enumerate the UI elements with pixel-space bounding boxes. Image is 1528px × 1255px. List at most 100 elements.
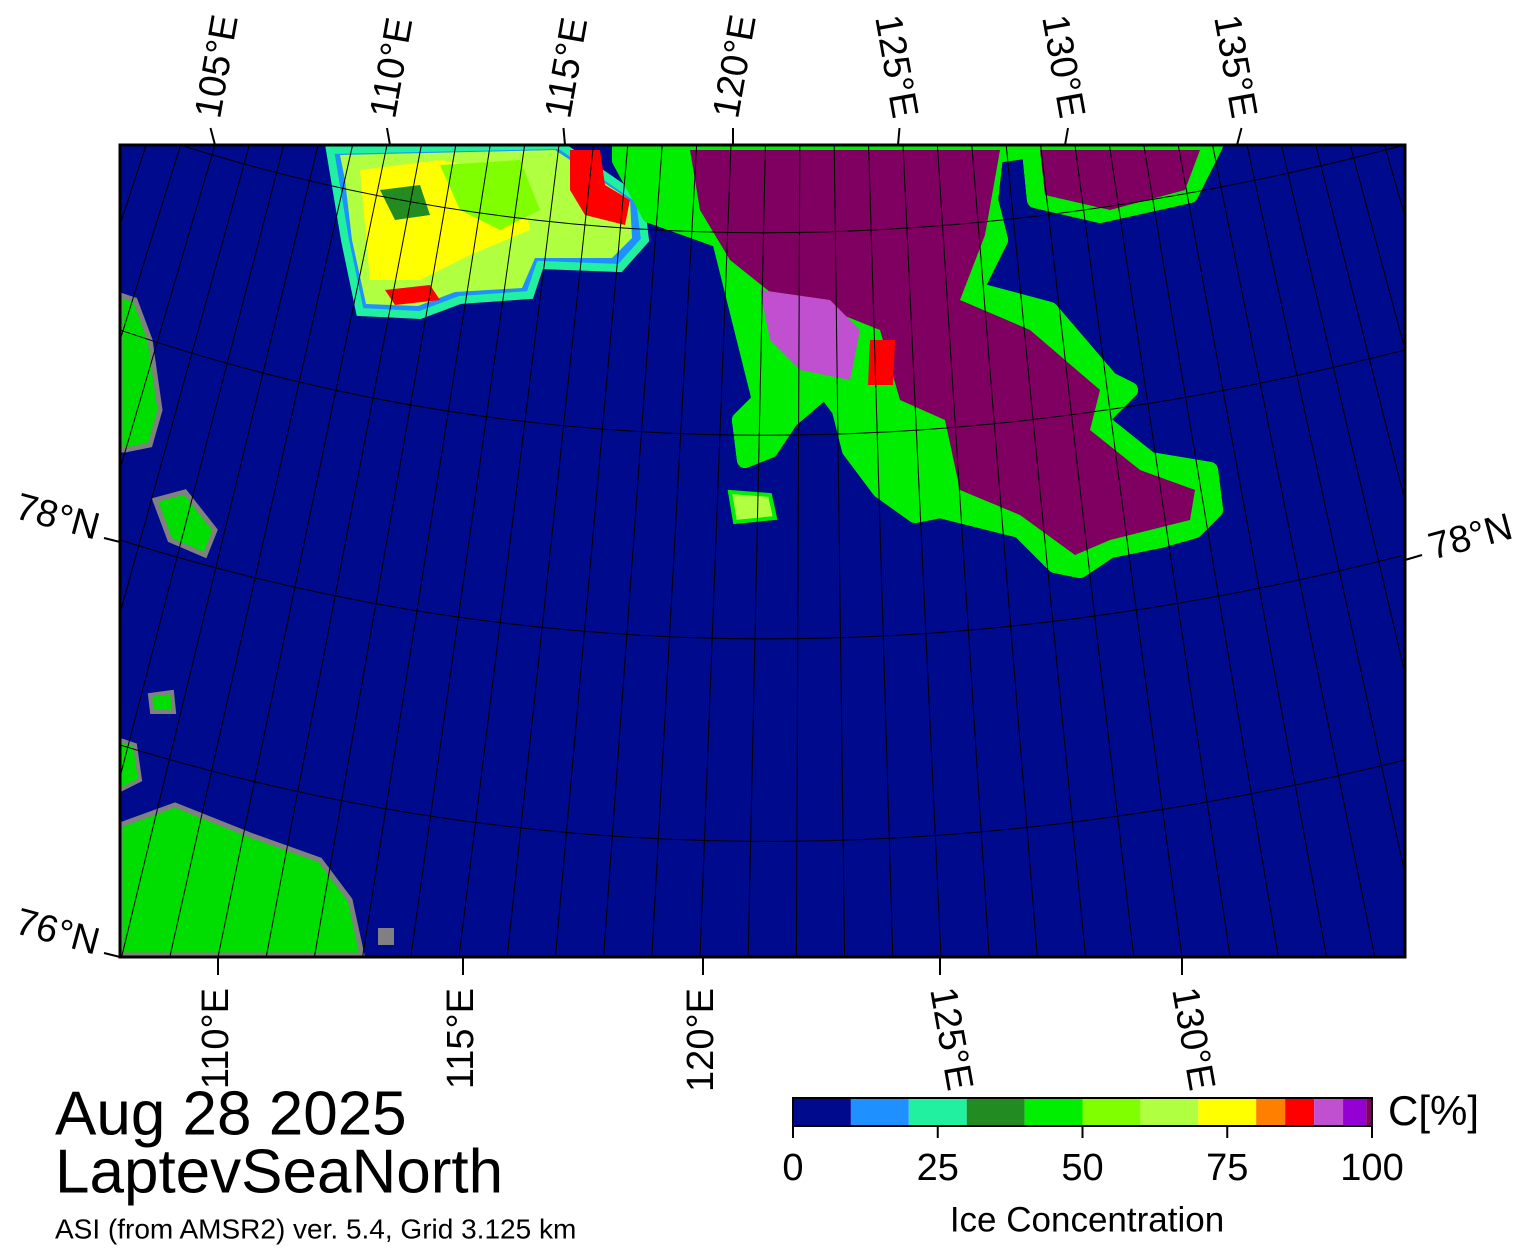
colorbar-band <box>1082 1098 1141 1126</box>
longitude-line <box>121 145 319 957</box>
bottom-lon-label: 130°E <box>1163 984 1222 1094</box>
map-area <box>0 145 1528 957</box>
longitude-line <box>120 145 285 780</box>
longitude-line <box>0 145 77 957</box>
longitude-line <box>699 145 732 957</box>
ice-field <box>570 150 630 225</box>
longitude-line <box>868 145 894 957</box>
longitude-line <box>795 145 801 957</box>
land <box>120 802 365 957</box>
bottom-lon-label: 125°E <box>921 984 980 1094</box>
longitude-line <box>120 145 182 343</box>
longitude-line <box>120 145 250 616</box>
top-lon-label: 130°E <box>1033 12 1092 122</box>
colorbar-band <box>1314 1098 1344 1126</box>
colorbar-tick-label: 0 <box>782 1147 803 1189</box>
tick <box>103 952 121 958</box>
longitude-line <box>1074 145 1183 957</box>
top-lon-label: 110°E <box>362 14 421 121</box>
longitude-line <box>747 145 766 957</box>
tick <box>897 127 901 146</box>
colorbar-band <box>793 1098 851 1126</box>
colorbar-band <box>1198 1098 1257 1126</box>
longitude-line <box>362 145 491 957</box>
top-lon-label: 120°E <box>705 12 764 122</box>
ice-field <box>385 285 440 305</box>
tick <box>386 127 391 146</box>
bottom-lon-label: 120°E <box>680 988 722 1092</box>
longitude-line <box>1005 145 1087 957</box>
ice-field <box>727 489 778 525</box>
colorbar-tick-label: 100 <box>1340 1147 1403 1189</box>
colorbar-band <box>1285 1098 1315 1126</box>
top-lon-label: 135°E <box>1205 12 1264 122</box>
top-lon-label: 105°E <box>187 12 246 122</box>
left-lat-label: 76°N <box>11 901 104 964</box>
longitude-line <box>603 145 663 957</box>
longitude-line <box>1522 145 1528 957</box>
longitude-line <box>1108 145 1231 957</box>
product-info: ASI (from AMSR2) ver. 5.4, Grid 3.125 km <box>55 1213 576 1244</box>
longitude-line <box>833 145 846 957</box>
longitude-line <box>1315 145 1405 503</box>
longitude-line <box>458 145 560 957</box>
latitude-line <box>120 329 1405 436</box>
tick <box>1236 127 1243 146</box>
map-frame <box>118 143 1407 959</box>
longitude-line <box>971 145 1038 957</box>
longitude-line <box>506 145 594 957</box>
colorbar-band <box>1140 1098 1199 1126</box>
land <box>378 928 394 945</box>
longitude-line <box>169 145 354 957</box>
tick <box>562 127 566 146</box>
tick <box>209 127 216 146</box>
longitude-line <box>313 145 457 957</box>
ice-field <box>1040 150 1200 210</box>
longitude-line <box>1246 145 1405 877</box>
top-lon-label: 115°E <box>537 14 596 121</box>
longitude-line <box>1143 145 1279 957</box>
longitude-line <box>902 145 942 957</box>
left-lat-label: 78°N <box>11 486 104 549</box>
right-lat-label: 78°N <box>1424 506 1517 569</box>
colorbar-unit: C[%] <box>1388 1087 1479 1134</box>
land <box>147 689 177 714</box>
colorbar-band <box>1024 1098 1083 1126</box>
latitude-line <box>178 145 1405 234</box>
colorbar-band <box>1343 1098 1367 1126</box>
ice-field <box>868 340 895 385</box>
longitude-line <box>1212 145 1376 957</box>
longitude-line <box>217 145 388 957</box>
top-lon-label: 125°E <box>866 12 925 122</box>
date: Aug 28 2025 <box>55 1079 407 1148</box>
colorbar-tick-label: 25 <box>917 1147 959 1189</box>
ice-field <box>760 290 860 380</box>
longitude-line <box>410 145 526 957</box>
graticule <box>0 145 1528 957</box>
ice-field <box>380 185 430 220</box>
colorbar-tick-label: 75 <box>1206 1147 1248 1189</box>
ice-field <box>690 150 1195 555</box>
latitude-line <box>120 539 1405 640</box>
longitude-line <box>1349 145 1405 352</box>
colorbar-band <box>1366 1098 1372 1126</box>
longitude-line <box>265 145 422 957</box>
colorbar-band <box>966 1098 1025 1126</box>
tick <box>1064 127 1069 146</box>
latitude-line <box>120 744 1405 842</box>
land <box>120 737 143 793</box>
land <box>151 489 218 559</box>
longitude-line <box>0 145 112 957</box>
longitude-line <box>554 145 629 957</box>
region-name: LaptevSeaNorth <box>55 1137 503 1206</box>
colorbar-band <box>1256 1098 1286 1126</box>
longitude-line <box>1280 145 1405 676</box>
longitude-line <box>0 145 43 957</box>
longitude-line <box>936 145 990 957</box>
longitude-line <box>651 145 698 957</box>
colorbar-tick-label: 50 <box>1061 1147 1103 1189</box>
tick <box>1404 554 1423 561</box>
longitude-line <box>1040 145 1135 957</box>
longitude-line <box>120 145 216 471</box>
